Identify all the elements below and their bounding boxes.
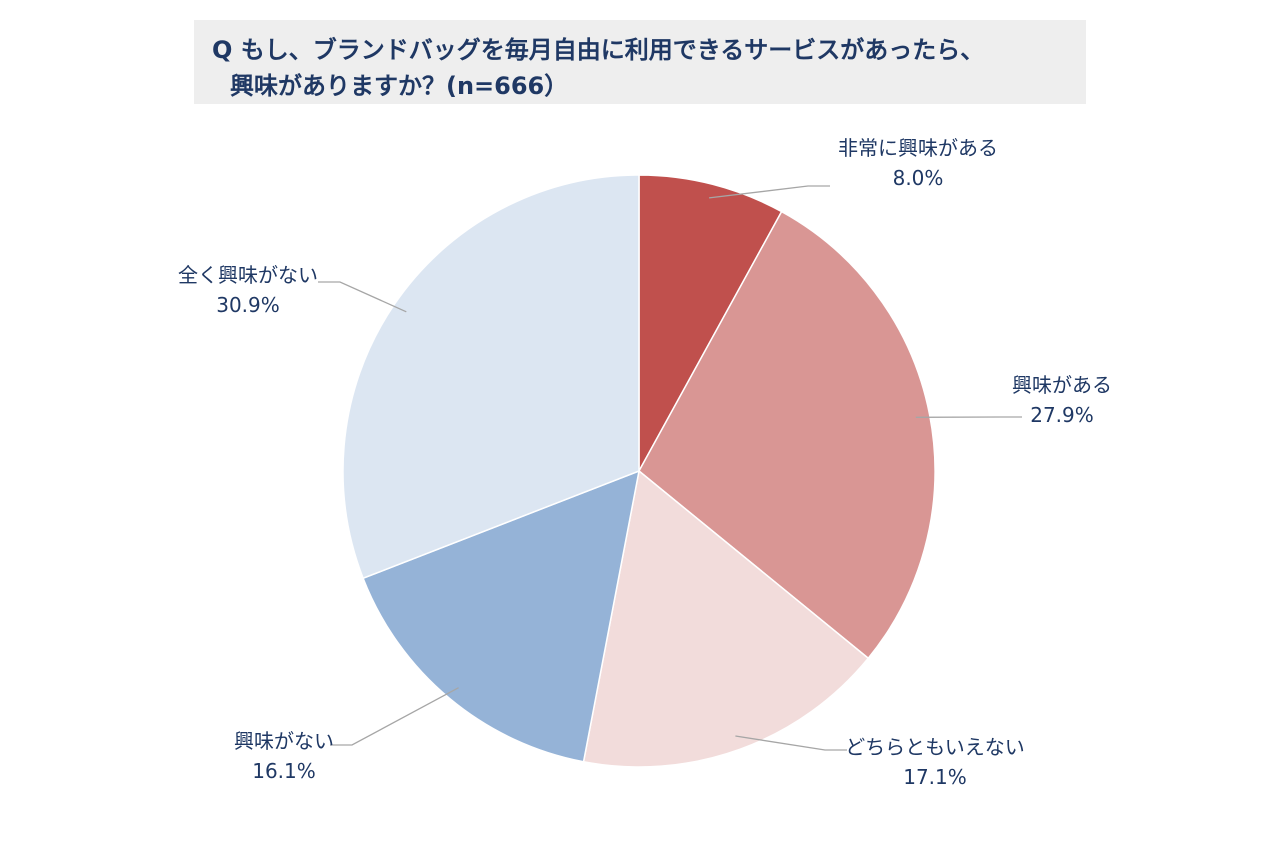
slice-value-label-1: 8.0% <box>893 166 944 190</box>
slice-label-4: 興味がない <box>234 729 334 753</box>
slice-value-label-5: 30.9% <box>216 293 280 317</box>
pie-slice-3 <box>582 469 870 768</box>
pie-slices <box>342 174 936 768</box>
pie-slice-4 <box>362 469 640 763</box>
chart-title-box: Q もし、ブランドバッグを毎月自由に利用できるサービスがあったら、 興味がありま… <box>194 20 1086 104</box>
chart-title-line-1: Q もし、ブランドバッグを毎月自由に利用できるサービスがあったら、 <box>212 36 985 64</box>
slice-label-1: 非常に興味がある <box>838 136 998 160</box>
leader-line-5 <box>318 281 407 313</box>
slice-label-3: どちらともいえない <box>845 735 1025 759</box>
slice-value-label-2: 27.9% <box>1030 403 1094 427</box>
pie-slice-1 <box>638 174 783 472</box>
leader-line-4 <box>330 687 459 746</box>
pie-slice-2 <box>638 210 936 660</box>
leader-line-3 <box>735 735 847 751</box>
slice-labels: 非常に興味がある 8.0% 興味がある 27.9% どちらともいえない 17.1% 興味がな… <box>178 136 1112 789</box>
chart-title-line-2: 興味がありますか？(n=666） <box>230 72 569 100</box>
slice-label-2: 興味がある <box>1012 373 1112 397</box>
pie-slice-5 <box>342 174 640 580</box>
slice-value-label-4: 16.1% <box>252 759 316 783</box>
slice-value-label-3: 17.1% <box>903 765 967 789</box>
slice-label-5: 全く興味がない <box>178 263 318 287</box>
leader-line-1 <box>709 185 830 199</box>
leader-lines <box>318 185 1022 751</box>
